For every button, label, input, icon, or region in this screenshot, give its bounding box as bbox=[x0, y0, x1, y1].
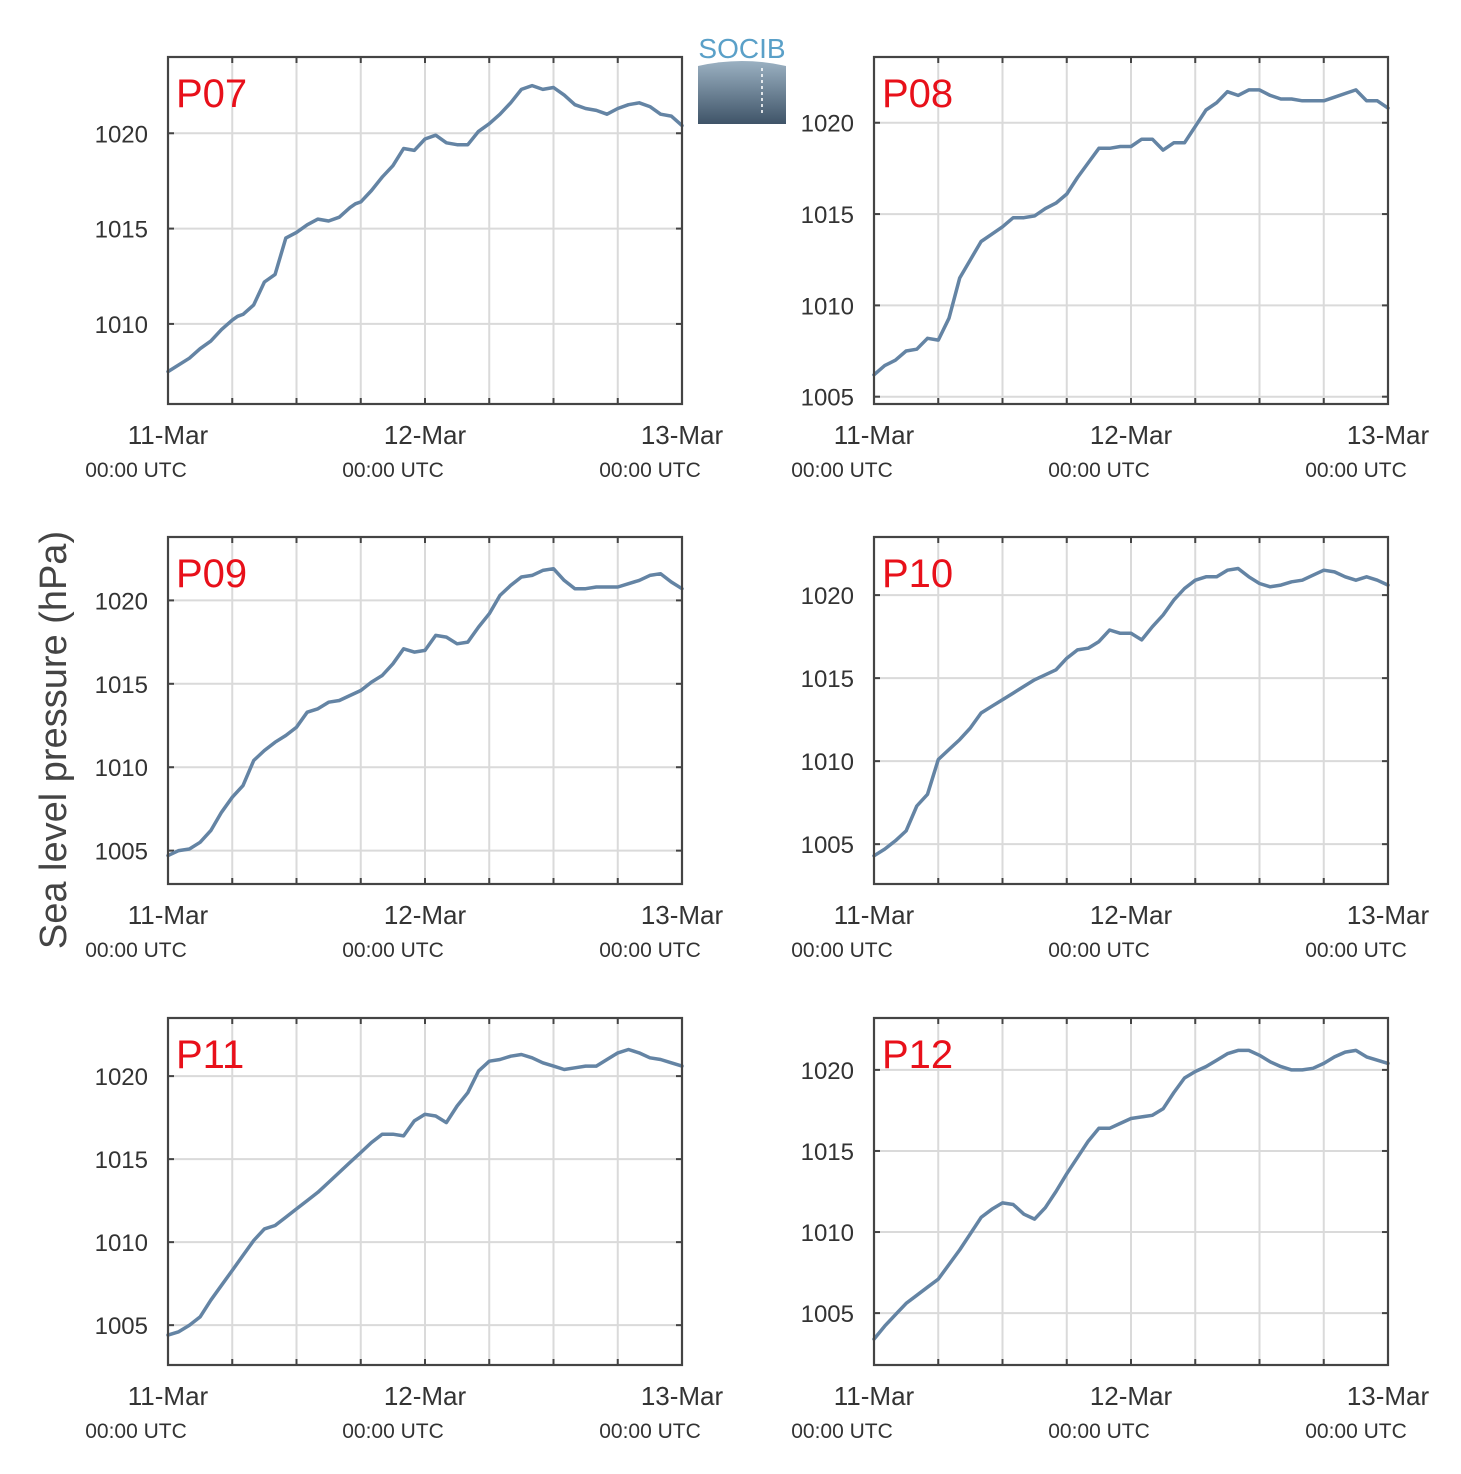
panel-label: P12 bbox=[882, 1033, 953, 1077]
pressure-series-line bbox=[872, 1048, 1390, 1341]
socib-logo: SOCIB bbox=[698, 33, 786, 124]
x-tick-label-day: 13-Mar bbox=[641, 420, 724, 450]
panel-p07: 1010 1015 1020 P07 11-Mar 00:00 UTC 12-Mar 00:0… bbox=[85, 55, 724, 482]
y-tick-label: 1005 bbox=[801, 385, 854, 412]
panel-label: P07 bbox=[176, 72, 247, 116]
x-tick-label-day: 12-Mar bbox=[384, 900, 467, 930]
pressure-series-line bbox=[166, 1047, 684, 1337]
y-tick-label: 1015 bbox=[95, 672, 148, 699]
y-tick-label: 1010 bbox=[95, 755, 148, 782]
y-axis-title: Sea level pressure (hPa) bbox=[33, 531, 75, 949]
x-tick-label-time: 00:00 UTC bbox=[1048, 939, 1150, 962]
x-tick-label-day: 12-Mar bbox=[384, 420, 467, 450]
x-tick-label-time: 00:00 UTC bbox=[1305, 939, 1407, 962]
plot-frame bbox=[166, 55, 684, 406]
y-tick-label: 1015 bbox=[95, 1147, 148, 1174]
logo-text: SOCIB bbox=[698, 33, 785, 64]
x-tick-label-time: 00:00 UTC bbox=[791, 939, 893, 962]
x-tick-label-day: 11-Mar bbox=[128, 1381, 209, 1411]
x-tick-label-time: 00:00 UTC bbox=[1048, 459, 1150, 482]
y-tick-label: 1020 bbox=[801, 111, 854, 138]
x-tick-label-day: 11-Mar bbox=[128, 900, 209, 930]
plot-frame bbox=[872, 1016, 1390, 1367]
y-tick-label: 1010 bbox=[95, 312, 148, 339]
x-tick-label-day: 12-Mar bbox=[1090, 420, 1173, 450]
x-tick-label-time: 00:00 UTC bbox=[1048, 1420, 1150, 1443]
y-tick-label: 1005 bbox=[801, 1301, 854, 1328]
panel-p08: 1005 1010 1015 1020 P08 11-Mar 00:00 UTC 12-Mar… bbox=[791, 55, 1430, 482]
x-tick-label-time: 00:00 UTC bbox=[599, 459, 701, 482]
y-tick-label: 1010 bbox=[801, 293, 854, 320]
y-tick-label: 1015 bbox=[801, 666, 854, 693]
x-tick-label-time: 00:00 UTC bbox=[342, 1420, 444, 1443]
y-tick-label: 1010 bbox=[801, 1220, 854, 1247]
panel-label: P08 bbox=[882, 72, 953, 116]
x-tick-label-time: 00:00 UTC bbox=[1305, 459, 1407, 482]
y-tick-label: 1020 bbox=[801, 583, 854, 610]
panel-label: P11 bbox=[176, 1033, 244, 1077]
panel-p10: 1005 1010 1015 1020 P10 11-Mar 00:00 UTC 12-Mar… bbox=[791, 535, 1430, 962]
x-tick-label-time: 00:00 UTC bbox=[85, 1420, 187, 1443]
y-tick-label: 1020 bbox=[95, 121, 148, 148]
x-tick-label-day: 11-Mar bbox=[834, 900, 915, 930]
x-tick-label-day: 12-Mar bbox=[1090, 900, 1173, 930]
panel-label: P10 bbox=[882, 552, 953, 596]
x-tick-label-time: 00:00 UTC bbox=[791, 1420, 893, 1443]
x-tick-label-day: 12-Mar bbox=[1090, 1381, 1173, 1411]
x-tick-label-time: 00:00 UTC bbox=[1305, 1420, 1407, 1443]
x-tick-label-time: 00:00 UTC bbox=[342, 459, 444, 482]
x-tick-label-time: 00:00 UTC bbox=[342, 939, 444, 962]
x-tick-label-day: 13-Mar bbox=[641, 900, 724, 930]
x-tick-label-time: 00:00 UTC bbox=[85, 939, 187, 962]
x-tick-label-time: 00:00 UTC bbox=[791, 459, 893, 482]
y-tick-label: 1010 bbox=[95, 1230, 148, 1257]
pressure-series-line bbox=[166, 566, 684, 858]
x-tick-label-day: 13-Mar bbox=[1347, 900, 1430, 930]
y-tick-label: 1020 bbox=[95, 1064, 148, 1091]
y-tick-label: 1020 bbox=[95, 588, 148, 615]
y-tick-label: 1005 bbox=[95, 839, 148, 866]
x-tick-label-day: 12-Mar bbox=[384, 1381, 467, 1411]
panel-p12: 1005 1010 1015 1020 P12 11-Mar 00:00 UTC 12-Mar… bbox=[791, 1016, 1430, 1443]
x-tick-label-day: 11-Mar bbox=[128, 420, 209, 450]
x-tick-label-day: 11-Mar bbox=[834, 420, 915, 450]
y-tick-label: 1015 bbox=[801, 1139, 854, 1166]
plot-frame bbox=[872, 535, 1390, 886]
plot-frame bbox=[166, 1016, 684, 1367]
y-tick-label: 1015 bbox=[801, 202, 854, 229]
x-tick-label-day: 13-Mar bbox=[1347, 420, 1430, 450]
pressure-series-line bbox=[166, 83, 684, 374]
y-tick-label: 1005 bbox=[95, 1313, 148, 1340]
x-tick-label-time: 00:00 UTC bbox=[599, 939, 701, 962]
y-tick-label: 1010 bbox=[801, 749, 854, 776]
plot-frame bbox=[872, 55, 1390, 406]
pressure-series-line bbox=[872, 566, 1390, 858]
logo-wave-icon bbox=[698, 61, 786, 124]
y-tick-label: 1005 bbox=[801, 832, 854, 859]
x-tick-label-time: 00:00 UTC bbox=[599, 1420, 701, 1443]
y-tick-label: 1020 bbox=[801, 1058, 854, 1085]
panel-p11: 1005 1010 1015 1020 P11 11-Mar 00:00 UTC 12-Mar… bbox=[85, 1016, 724, 1443]
x-tick-label-day: 13-Mar bbox=[1347, 1381, 1430, 1411]
x-tick-label-day: 13-Mar bbox=[641, 1381, 724, 1411]
y-tick-label: 1015 bbox=[95, 217, 148, 244]
panel-p09: 1005 1010 1015 1020 P09 11-Mar 00:00 UTC 12-Mar… bbox=[85, 535, 724, 962]
x-tick-label-day: 11-Mar bbox=[834, 1381, 915, 1411]
plot-frame bbox=[166, 535, 684, 886]
panel-label: P09 bbox=[176, 552, 247, 596]
x-tick-label-time: 00:00 UTC bbox=[85, 459, 187, 482]
pressure-series-line bbox=[872, 88, 1390, 377]
